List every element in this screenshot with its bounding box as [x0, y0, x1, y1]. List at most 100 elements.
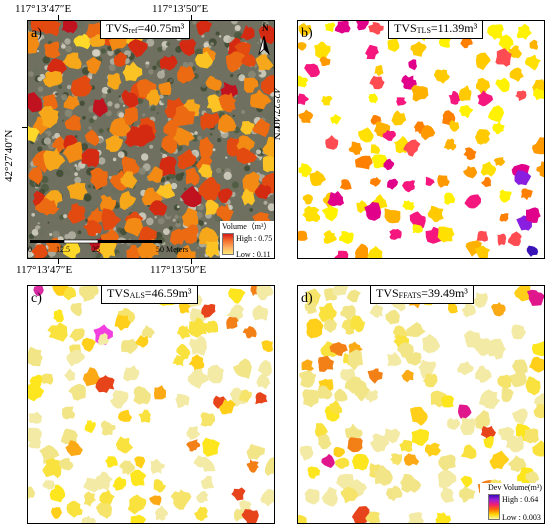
tree-crown [84, 129, 100, 147]
imagery-texture [182, 61, 189, 68]
tree-crown [344, 423, 363, 442]
tree-crown [443, 138, 457, 151]
tree-crown [83, 491, 96, 507]
tree-crown [159, 55, 178, 71]
tree-crown [73, 33, 91, 50]
imagery-texture [146, 38, 155, 47]
imagery-texture [229, 178, 235, 184]
imagery-texture [90, 251, 97, 258]
panel-b-tls-map: b) TVSTLS=11.39m³ [297, 20, 545, 259]
tree-crown [321, 486, 338, 507]
imagery-texture [203, 76, 207, 79]
tree-crown [526, 245, 539, 257]
panel-d-label: d) [301, 291, 313, 306]
tree-crown [199, 136, 214, 158]
tree-crown [137, 238, 160, 258]
tree-crown [483, 435, 494, 449]
imagery-texture [145, 64, 150, 68]
tree-crown [241, 188, 255, 206]
legend-dev-volume: Dev Volume(m³) High : 0.64 Low : 0.003 [480, 483, 544, 523]
tree-crown [66, 182, 88, 201]
scale-label-0: 0 [28, 245, 32, 254]
imagery-texture [61, 44, 66, 49]
tree-crown [448, 91, 463, 105]
tree-crown [323, 230, 338, 244]
tree-crown [41, 373, 54, 385]
imagery-texture [107, 49, 114, 56]
imagery-texture [59, 214, 65, 220]
tree-crown [257, 359, 272, 377]
imagery-texture [87, 184, 92, 189]
tree-crown [153, 479, 167, 493]
tree-crown [96, 240, 117, 258]
tree-crown [256, 286, 274, 301]
tree-crown [186, 426, 201, 440]
tree-crown [458, 404, 472, 419]
tree-crown [133, 385, 151, 405]
tree-crown [531, 340, 544, 357]
tree-crown [130, 514, 147, 523]
tree-crown [176, 344, 191, 360]
tree-crown [180, 224, 199, 244]
imagery-texture [40, 175, 49, 184]
lon-label-top-right: 117°13′50″E [152, 3, 209, 15]
tree-crown [480, 425, 496, 439]
tree-crown [101, 208, 122, 231]
imagery-texture [66, 84, 72, 90]
imagery-texture [247, 162, 251, 166]
tree-crown [464, 194, 482, 209]
tree-crown [516, 23, 532, 40]
lon-label-bottom-left: 117°13′47″E [16, 264, 73, 276]
tree-crown [28, 411, 42, 424]
imagery-texture [58, 84, 63, 89]
tree-crown [444, 192, 456, 205]
imagery-texture [166, 42, 170, 47]
imagery-texture [225, 156, 228, 159]
imagery-texture [52, 135, 56, 139]
tree-crown [525, 376, 541, 396]
tree-crown [66, 349, 86, 367]
tree-crown [465, 240, 482, 257]
tree-crown [188, 354, 205, 372]
tree-crown [42, 94, 58, 110]
tree-crown [176, 244, 196, 258]
tree-crown [123, 106, 138, 126]
tree-crown [525, 471, 540, 486]
tree-crown [49, 484, 66, 503]
tree-crown [127, 494, 147, 515]
tree-crown [369, 304, 383, 319]
tree-crown [335, 457, 350, 469]
tree-crown [369, 177, 381, 187]
imagery-texture [101, 86, 109, 95]
tree-crown [399, 439, 413, 453]
imagery-texture [175, 173, 184, 182]
tree-crown [358, 127, 374, 143]
imagery-texture [172, 218, 176, 222]
imagery-texture [216, 167, 222, 174]
tree-crown [258, 25, 274, 45]
tree-crown [231, 487, 246, 501]
tree-crown [134, 456, 146, 469]
tree-crown [365, 511, 381, 523]
legend-dev-volume-title: Dev Volume(m³) [488, 483, 542, 492]
tree-crown [28, 438, 42, 449]
tree-crown [39, 445, 60, 464]
tree-crown [387, 352, 402, 367]
tree-crown [179, 38, 197, 57]
imagery-texture [231, 21, 238, 25]
tree-crown [304, 63, 320, 78]
tree-crown [355, 155, 373, 170]
tree-crown [79, 286, 99, 302]
tree-crown [196, 491, 209, 503]
imagery-texture [47, 221, 50, 224]
tree-crown [28, 125, 40, 143]
legend-volume-low: Low : 0.11 [236, 250, 271, 259]
tree-crown [228, 288, 246, 304]
tree-crown [238, 389, 253, 403]
tree-crown [28, 486, 35, 499]
lon-label-bottom-right: 117°13′50″E [150, 264, 207, 276]
tree-crown [219, 399, 236, 415]
imagery-texture [230, 73, 234, 78]
panel-a-reference-map: a) TVSref=40.75m³ N 0 12.5 25 50 Meters … [27, 20, 275, 259]
imagery-texture [154, 215, 157, 219]
